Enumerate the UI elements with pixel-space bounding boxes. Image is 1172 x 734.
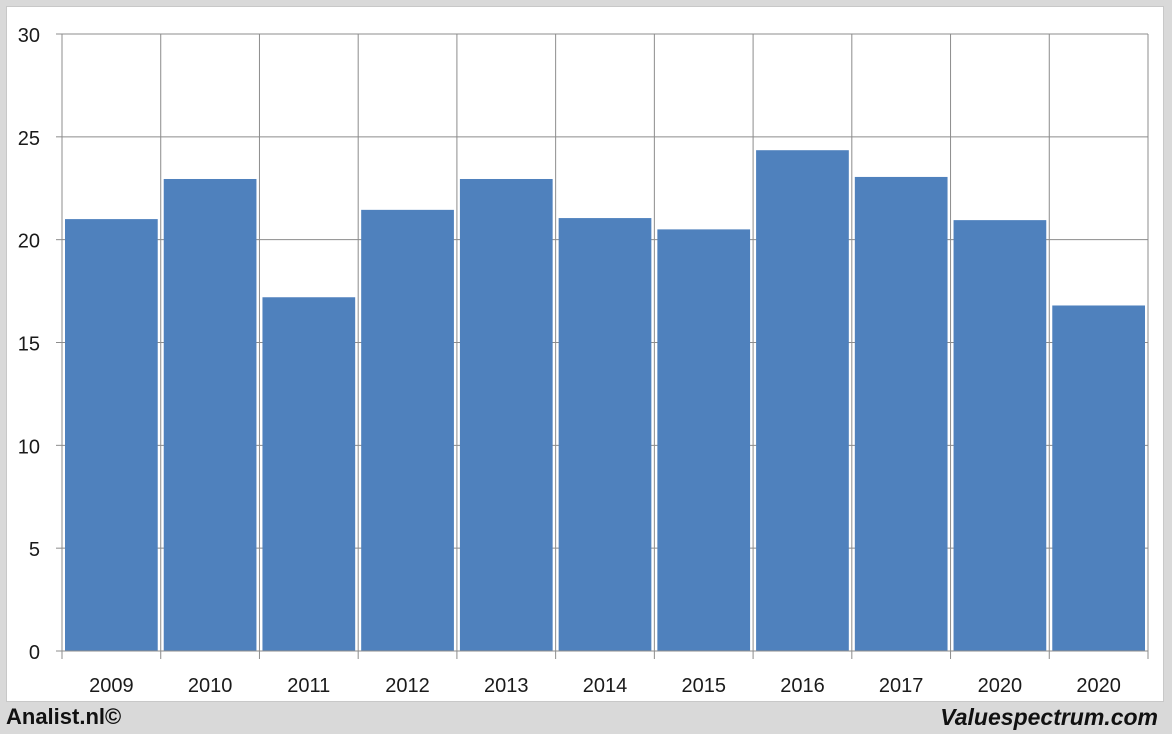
analist-credit: Analist.nl© [6, 704, 122, 729]
x-tick-label: 2015 [681, 675, 726, 697]
x-tick-label: 2016 [780, 675, 825, 697]
valuespectrum-credit: Valuespectrum.com [940, 704, 1158, 730]
x-tick-label: 2013 [484, 675, 529, 697]
x-tick-labels: 2009 2010 2011 2012 2013 2014 2015 2016 2017 2020… [89, 675, 1121, 697]
bar [459, 178, 553, 651]
x-tick-label: 2009 [89, 675, 134, 697]
y-tick-label: 10 [18, 436, 40, 458]
bar [558, 218, 652, 652]
x-tick-label: 2011 [287, 675, 330, 697]
x-tick-label: 2020 [978, 675, 1023, 697]
bar [361, 209, 454, 651]
bars [65, 150, 1145, 652]
bar [953, 220, 1047, 651]
axes [56, 33, 1148, 652]
bar [262, 297, 356, 651]
y-tick-label: 15 [18, 334, 40, 356]
x-tick-label: 2020 [1076, 675, 1121, 697]
x-tick-label: 2012 [385, 675, 430, 697]
y-tick-label: 30 [18, 25, 40, 47]
y-tick-label: 20 [18, 231, 40, 253]
bar [756, 150, 849, 651]
bar [1052, 305, 1145, 651]
footer: Analist.nl© Valuespectrum.com [0, 702, 1172, 734]
x-tick-label: 2014 [583, 675, 628, 697]
y-tick-label: 25 [18, 128, 40, 150]
bar [65, 219, 158, 651]
bar [657, 229, 751, 651]
bar-chart: 0 5 10 15 20 25 30 2009 2010 2011 2012 2013 2014 201… [18, 25, 1149, 697]
x-tick-label: 2010 [188, 675, 233, 697]
bar [854, 176, 948, 651]
y-tick-label: 5 [29, 539, 40, 561]
y-tick-labels: 0 5 10 15 20 25 30 [18, 25, 40, 664]
y-tick-label: 0 [29, 642, 40, 664]
bar [163, 178, 257, 651]
x-tick-label: 2017 [879, 675, 924, 697]
